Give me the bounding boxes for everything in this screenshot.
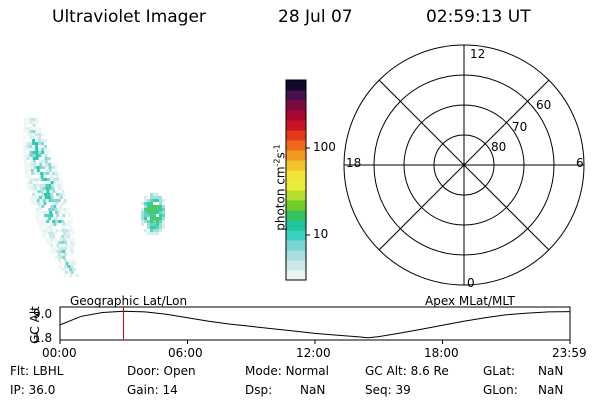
timeline-tick-3: 18:00 — [424, 346, 459, 360]
timeline-tick-4: 23:59 — [552, 346, 587, 360]
timeline-tick-1: 06:00 — [168, 346, 203, 360]
glat-value: NaN — [538, 364, 564, 378]
colorbar-cell — [286, 100, 306, 111]
colorbar-cell — [286, 200, 306, 211]
colorbar-cell — [286, 230, 306, 241]
mlt-label-18: 18 — [346, 156, 362, 170]
colorbar-cell — [286, 160, 306, 171]
mlt-label-0: 0 — [467, 276, 475, 290]
colorbar-cell — [286, 130, 306, 141]
colorbar-tick-10: 10 — [313, 227, 329, 241]
colorbar-cell — [286, 140, 306, 151]
timeline-y-bottom: 1.8 — [33, 331, 53, 345]
dsp-value: NaN — [300, 383, 326, 397]
ip-info: IP: 36.0 — [10, 383, 56, 397]
colorbar-cell — [286, 180, 306, 191]
colorbar-cell — [286, 260, 306, 271]
colorbar-cell — [286, 150, 306, 161]
colorbar-cell — [286, 210, 306, 221]
observation-date: 28 Jul 07 — [278, 7, 353, 27]
colorbar-cell — [286, 170, 306, 181]
glon-value: NaN — [538, 383, 564, 397]
colorbar-cell — [286, 110, 306, 121]
timeline-y-top: 9.0 — [33, 307, 53, 321]
mlat-label-70: 70 — [512, 120, 528, 134]
colorbar-cell — [286, 190, 306, 201]
gain-info: Gain: 14 — [127, 383, 178, 397]
gc-alt-info: GC Alt: 8.6 Re — [365, 364, 449, 378]
colorbar-cell — [286, 270, 306, 281]
mlt-label-12: 12 — [470, 47, 486, 61]
colorbar-cell — [286, 220, 306, 231]
colorbar-cell — [286, 90, 306, 101]
mode-info: Mode: Normal — [245, 364, 329, 378]
dsp-label: Dsp: — [245, 383, 273, 397]
observation-time: 02:59:13 UT — [426, 7, 531, 27]
instrument-title: Ultraviolet Imager — [52, 7, 206, 27]
glon-label: GLon: — [483, 383, 518, 397]
colorbar-cell — [286, 120, 306, 131]
timeline-left-label: Geographic Lat/Lon — [70, 294, 188, 308]
colorbar-cell — [286, 240, 306, 251]
colorbar-tick-100: 100 — [313, 140, 336, 154]
mlat-label-60: 60 — [536, 98, 552, 112]
timeline-tick-0: 00:00 — [42, 346, 77, 360]
mlt-label-6: 6 — [576, 156, 584, 170]
mlat-label-80: 80 — [491, 140, 507, 154]
filter-info: Flt: LBHL — [10, 364, 64, 378]
colorbar-cell — [286, 250, 306, 261]
seq-info: Seq: 39 — [365, 383, 411, 397]
timeline-tick-2: 12:00 — [296, 346, 331, 360]
door-info: Door: Open — [127, 364, 196, 378]
timeline-right-label: Apex MLat/MLT — [425, 294, 515, 308]
colorbar-cell — [286, 80, 306, 91]
glat-label: GLat: — [483, 364, 516, 378]
